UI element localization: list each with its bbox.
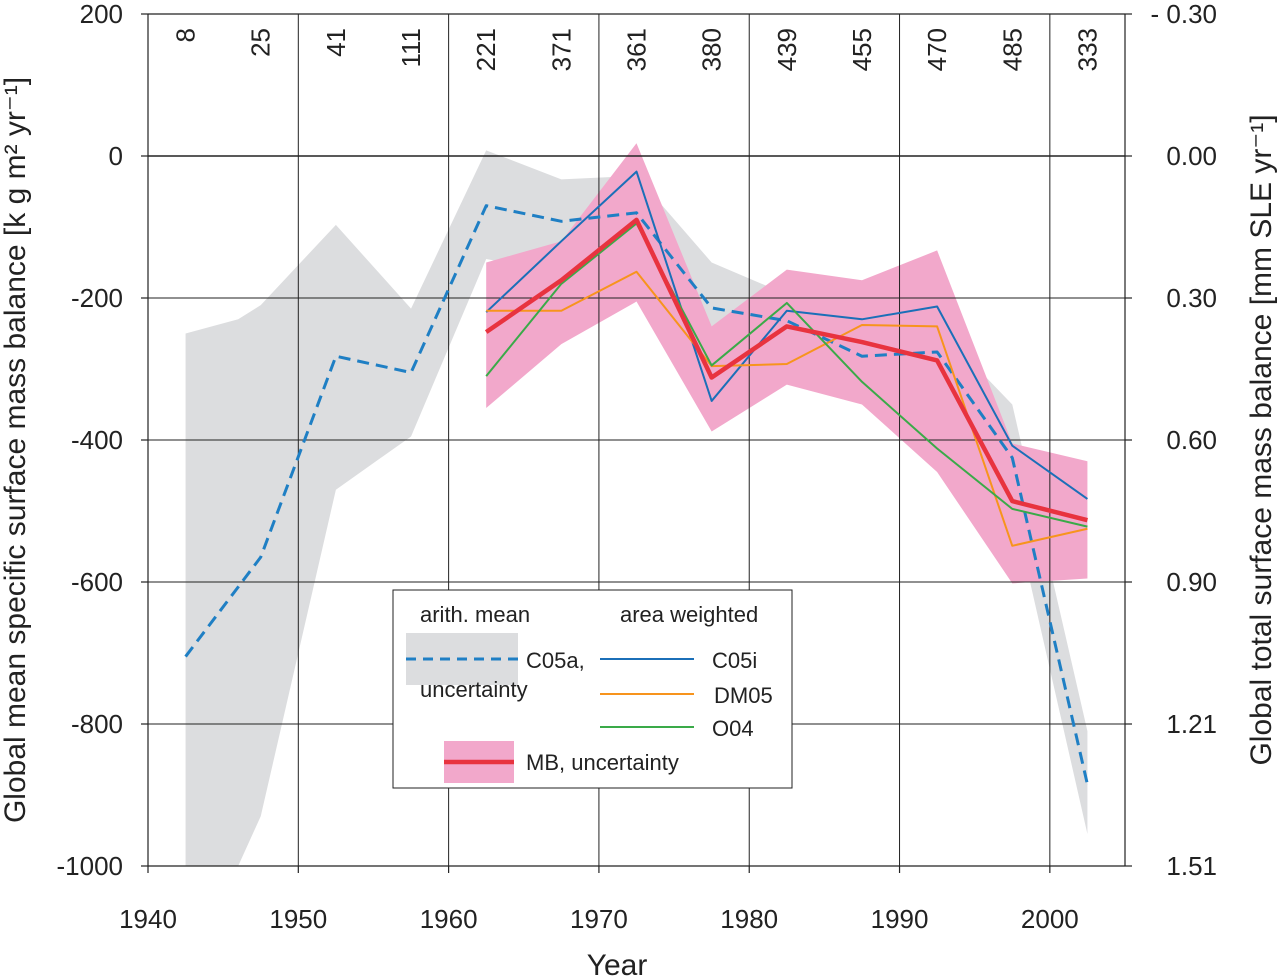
- y-tick-label-left: 0: [109, 141, 123, 171]
- axis-ticks: 1940 1950 1960 1970 1980 1990 20002000-200-400…: [57, 0, 1218, 934]
- count-label: 371: [546, 28, 576, 71]
- x-axis-title: Year: [587, 949, 648, 980]
- legend-label-uncertainty: uncertainty: [420, 677, 528, 702]
- count-label: 8: [171, 28, 201, 42]
- count-label: 41: [321, 28, 351, 57]
- count-label: 470: [922, 28, 952, 71]
- legend-heading-arith-mean: arith. mean: [420, 602, 530, 627]
- legend-label-dm05: DM05: [714, 683, 773, 708]
- y-tick-label-left: -400: [71, 425, 123, 455]
- x-tick-label: 1960: [420, 904, 478, 934]
- y-tick-label-left: -800: [71, 709, 123, 739]
- x-tick-label: 1980: [720, 904, 778, 934]
- count-label: 361: [622, 28, 652, 71]
- y-tick-label-right: 0.00: [1166, 141, 1217, 171]
- y-tick-label-right: - 0.30: [1151, 0, 1218, 29]
- sample-counts: 8 25 41 111 221 371 361 380 439 455 470 485 333: [171, 28, 1103, 71]
- legend-label-c05i: C05i: [712, 648, 757, 673]
- legend: arith. mean area weighted C05a, uncertai…: [392, 589, 793, 789]
- count-label: 380: [697, 28, 727, 71]
- x-tick-label: 1940: [119, 904, 177, 934]
- y-axis-title-right: Global total surface mass balance [mm SL…: [1245, 114, 1278, 765]
- x-tick-label: 1990: [871, 904, 929, 934]
- legend-label-c05a: C05a,: [526, 648, 585, 673]
- y-tick-label-left: -1000: [57, 851, 124, 881]
- data-series: [184, 170, 1089, 785]
- count-label: 221: [471, 28, 501, 71]
- x-tick-label: 2000: [1021, 904, 1079, 934]
- count-label: 455: [847, 28, 877, 71]
- count-label: 333: [1072, 28, 1102, 71]
- y-tick-label-right: 0.30: [1166, 283, 1217, 313]
- y-tick-label-right: 1.51: [1166, 851, 1217, 881]
- legend-heading-area-weighted: area weighted: [620, 602, 758, 627]
- count-label: 439: [772, 28, 802, 71]
- count-label: 485: [997, 28, 1027, 71]
- legend-label-o04: O04: [712, 716, 754, 741]
- y-tick-label-left: -600: [71, 567, 123, 597]
- y-tick-label-right: 0.60: [1166, 425, 1217, 455]
- x-tick-label: 1950: [269, 904, 327, 934]
- x-tick-label: 1970: [570, 904, 628, 934]
- legend-label-mb: MB, uncertainty: [526, 750, 679, 775]
- count-label: 111: [396, 28, 426, 68]
- count-label: 25: [246, 28, 276, 57]
- y-tick-label-right: 0.90: [1166, 567, 1217, 597]
- y-tick-label-left: 200: [80, 0, 123, 29]
- y-tick-label-left: -200: [71, 283, 123, 313]
- y-axis-title-left: Global mean specific surface mass balanc…: [0, 77, 32, 823]
- y-tick-label-right: 1.21: [1166, 709, 1217, 739]
